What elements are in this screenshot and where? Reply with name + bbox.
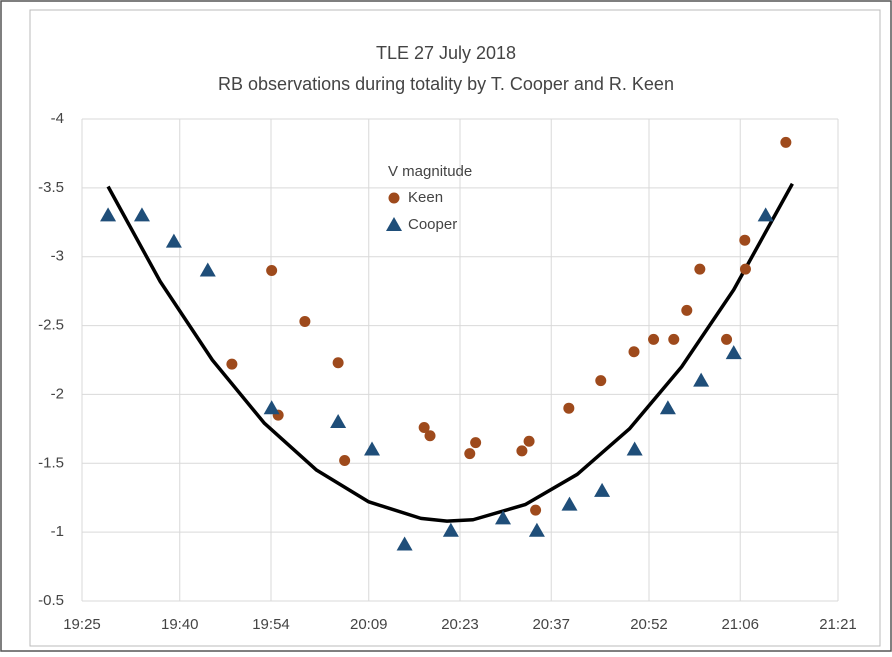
grid: -4 -3.5 -3 -2.5 -2 -1.5 -1 -0.5 19:25 19:40 19:54 2… (38, 110, 857, 633)
chart-frame (29, 9, 881, 647)
legend-label: Cooper (408, 216, 457, 233)
circle-marker (418, 421, 430, 433)
triangle-marker (626, 441, 643, 456)
legend-label: Keen (408, 189, 443, 206)
triangle-marker (263, 400, 280, 415)
legend: V magnitude Keen Cooper (386, 163, 472, 233)
triangle-marker (561, 496, 578, 511)
x-tick-label: 20:37 (532, 616, 570, 633)
marks (100, 136, 794, 551)
circle-marker (721, 333, 733, 345)
y-tick-label: -3.5 (38, 179, 64, 196)
circle-marker (424, 430, 436, 442)
y-tick-label: -4 (51, 110, 64, 127)
circle-marker (332, 357, 344, 369)
circle-marker (523, 435, 535, 447)
chart-subtitle: RB observations during totality by T. Co… (218, 74, 674, 94)
x-tick-label: 19:40 (161, 616, 199, 633)
circle-marker (388, 192, 400, 204)
triangle-marker (330, 413, 347, 428)
triangle-marker (364, 441, 381, 456)
circle-marker (516, 445, 528, 457)
circle-marker (694, 263, 706, 275)
circle-marker (470, 437, 482, 449)
y-tick-label: -3 (51, 248, 64, 265)
triangle-marker (386, 217, 402, 231)
triangle-marker (396, 536, 413, 551)
x-tick-label: 21:06 (721, 616, 759, 633)
circle-marker (464, 448, 476, 460)
triangle-marker (442, 522, 459, 537)
circle-marker (595, 375, 607, 387)
triangle-marker (659, 400, 676, 415)
triangle-marker (100, 207, 117, 222)
triangle-marker (528, 522, 545, 537)
circle-marker (266, 264, 278, 276)
circle-marker (648, 333, 660, 345)
triangle-marker (757, 207, 774, 222)
circle-marker (563, 402, 575, 414)
triangle-marker (594, 482, 611, 497)
x-tick-label: 20:52 (630, 616, 668, 633)
triangle-marker (725, 345, 742, 360)
x-tick-label: 19:54 (252, 616, 290, 633)
triangle-marker (165, 233, 182, 248)
circle-marker (780, 136, 792, 148)
circle-marker (628, 346, 640, 358)
legend-title: V magnitude (388, 163, 472, 180)
y-tick-label: -2 (51, 385, 64, 402)
x-tick-label: 21:21 (819, 616, 857, 633)
circle-marker (739, 234, 751, 246)
triangle-marker (133, 207, 150, 222)
triangle-marker (693, 372, 710, 387)
x-tick-label: 19:25 (63, 616, 101, 633)
x-tick-label: 20:09 (350, 616, 388, 633)
circle-marker (681, 304, 693, 316)
y-tick-label: -0.5 (38, 592, 64, 609)
fit-curve (106, 182, 794, 523)
x-tick-label: 20:23 (441, 616, 479, 633)
triangle-marker (199, 262, 216, 277)
circle-marker (226, 358, 238, 370)
circle-marker (530, 504, 542, 516)
circle-marker (299, 315, 311, 327)
circle-marker (668, 333, 680, 345)
circle-marker (339, 455, 351, 467)
triangle-marker (495, 510, 512, 525)
y-tick-label: -1.5 (38, 454, 64, 471)
y-tick-label: -1 (51, 523, 64, 540)
chart-title: TLE 27 July 2018 (376, 43, 516, 63)
y-tick-label: -2.5 (38, 317, 64, 334)
circle-marker (739, 263, 751, 275)
